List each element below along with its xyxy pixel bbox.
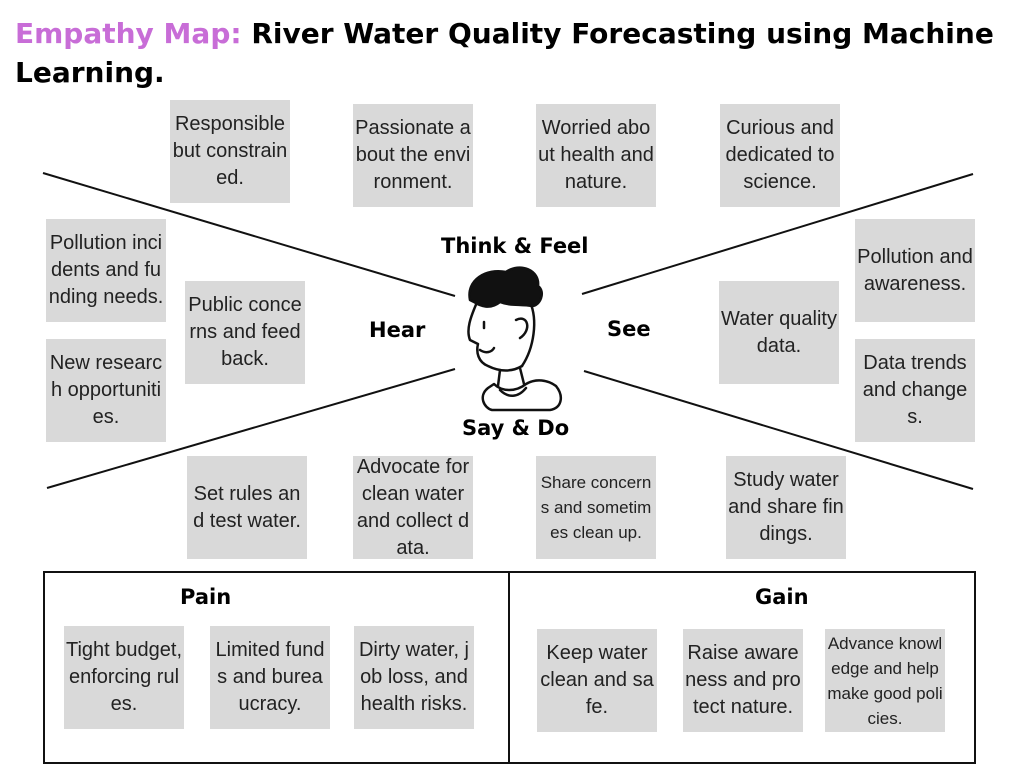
sticky-note: Passionate about the environment. [353,104,473,207]
gain-note: Advance knowledge and help make good pol… [825,629,945,732]
sticky-note: Curious and dedicated to science. [720,104,840,207]
pain-note: Dirty water, job loss, and health risks. [354,626,474,729]
sticky-note: Set rules and test water. [187,456,307,559]
gain-heading: Gain [755,585,809,609]
sticky-note: Water quality data. [719,281,839,384]
pain-note: Limited funds and bureaucracy. [210,626,330,729]
gain-note: Keep water clean and safe. [537,629,657,732]
line-bottom-right [583,370,974,490]
gain-box [508,571,976,764]
label-say-do: Say & Do [462,416,570,440]
sticky-note: Responsible but constrained. [170,100,290,203]
label-think-feel: Think & Feel [441,234,589,258]
sticky-note: Share concerns and sometimes clean up. [536,456,656,559]
sticky-note: Pollution and awareness. [855,219,975,322]
sticky-note: Study water and share findings. [726,456,846,559]
title-prefix: Empathy Map: [15,17,242,50]
page-title: Empathy Map: River Water Quality Forecas… [15,14,995,92]
pain-note: Tight budget, enforcing rules. [64,626,184,729]
line-bottom-left [46,368,456,489]
sticky-note: New research opportunities. [46,339,166,442]
line-top-right [581,173,974,295]
person-icon [467,266,563,412]
line-top-left [42,172,456,297]
pain-heading: Pain [180,585,232,609]
label-hear: Hear [369,318,426,342]
gain-note: Raise awareness and protect nature. [683,629,803,732]
sticky-note: Public concerns and feedback. [185,281,305,384]
sticky-note: Advocate for clean water and collect dat… [353,456,473,559]
sticky-note: Pollution incidents and funding needs. [46,219,166,322]
title-main: River Water Quality Forecasting using Ma… [15,17,994,89]
sticky-note: Data trends and changes. [855,339,975,442]
label-see: See [607,317,651,341]
sticky-note: Worried about health and nature. [536,104,656,207]
